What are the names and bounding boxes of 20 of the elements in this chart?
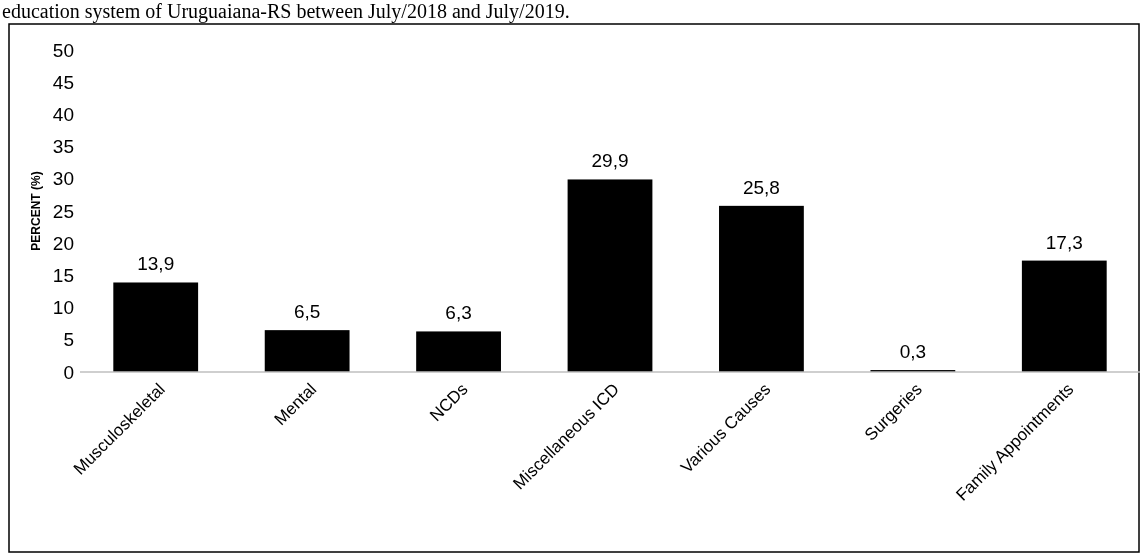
y-axis-title: PERCENT (%) [29, 171, 43, 251]
y-tick-label: 30 [52, 168, 74, 190]
data-label: 6,5 [293, 301, 321, 323]
chart-title: education system of Uruguaiana-RS between July/2018 and July/2019. [2, 0, 570, 23]
y-tick-label: 40 [52, 104, 74, 126]
y-tick-label: 10 [52, 297, 74, 319]
data-label: 0,3 [899, 341, 927, 363]
y-tick-label: 15 [52, 265, 74, 287]
y-tick-label: 45 [52, 71, 74, 93]
data-label: 17,3 [1045, 231, 1083, 253]
y-tick-label: 5 [63, 329, 74, 351]
data-label: 6,3 [445, 302, 472, 324]
y-tick-label: 25 [52, 200, 74, 222]
y-tick-label: 0 [63, 361, 74, 383]
y-tick-label: 20 [52, 232, 74, 254]
data-label: 13,9 [137, 253, 175, 275]
data-label: 29,9 [591, 150, 629, 172]
data-label: 25,8 [742, 176, 780, 198]
y-tick-label: 50 [52, 39, 74, 61]
y-tick-label: 35 [52, 136, 74, 158]
